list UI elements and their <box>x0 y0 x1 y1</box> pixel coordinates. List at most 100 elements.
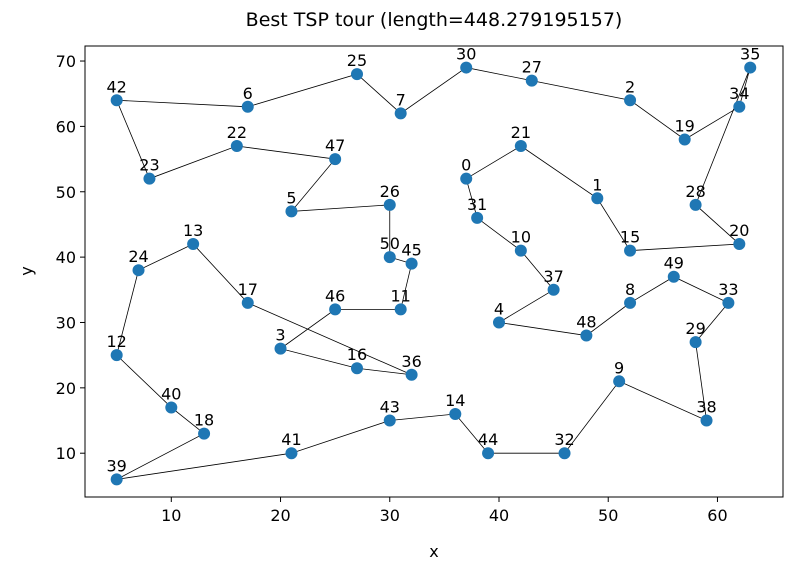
city-point <box>350 362 363 375</box>
city-label: 27 <box>522 58 542 77</box>
city-point <box>591 192 604 205</box>
y-tick-label: 50 <box>56 183 76 202</box>
city-point <box>558 447 571 460</box>
y-axis-label: y <box>17 266 36 275</box>
city-label: 19 <box>675 116 695 135</box>
x-tick-label: 30 <box>380 506 400 525</box>
city-label: 41 <box>281 430 301 449</box>
city-label: 26 <box>380 182 400 201</box>
city-label: 22 <box>227 123 247 142</box>
city-point <box>624 244 637 257</box>
city-label: 21 <box>511 123 531 142</box>
city-label: 5 <box>286 188 296 207</box>
city-point <box>547 283 560 296</box>
city-label: 32 <box>554 430 574 449</box>
y-tick-label: 10 <box>56 444 76 463</box>
city-point <box>460 172 473 185</box>
city-point <box>405 257 418 270</box>
city-point <box>405 368 418 381</box>
city-point <box>449 407 462 420</box>
city-point <box>110 349 123 362</box>
city-point <box>110 94 123 107</box>
city-label: 14 <box>445 391 465 410</box>
city-label: 45 <box>401 241 421 260</box>
city-point <box>580 329 593 342</box>
x-axis-label: x <box>429 542 438 561</box>
city-point <box>733 238 746 251</box>
city-label: 34 <box>729 84 749 103</box>
city-point <box>187 238 200 251</box>
city-point <box>241 100 254 113</box>
city-label: 13 <box>183 221 203 240</box>
city-point <box>329 153 342 166</box>
city-label: 17 <box>238 280 258 299</box>
city-label: 28 <box>685 182 705 201</box>
city-label: 29 <box>685 319 705 338</box>
city-point <box>624 94 637 107</box>
city-label: 43 <box>380 398 400 417</box>
city-point <box>230 140 243 153</box>
city-label: 48 <box>576 313 596 332</box>
city-point <box>689 336 702 349</box>
city-label: 6 <box>243 84 253 103</box>
city-label: 50 <box>380 234 400 253</box>
city-point <box>700 414 713 427</box>
city-label: 3 <box>275 326 285 345</box>
city-point <box>492 316 505 329</box>
city-point <box>394 303 407 316</box>
city-label: 46 <box>325 286 345 305</box>
y-tick-label: 70 <box>56 52 76 71</box>
city-label: 42 <box>106 77 126 96</box>
city-label: 15 <box>620 228 640 247</box>
city-label: 31 <box>467 195 487 214</box>
tour-path <box>116 67 751 480</box>
city-point <box>143 172 156 185</box>
x-tick-label: 40 <box>489 506 509 525</box>
city-point <box>274 342 287 355</box>
city-point <box>722 296 735 309</box>
x-tick-label: 50 <box>598 506 618 525</box>
city-point <box>613 375 626 388</box>
y-tick-label: 30 <box>56 313 76 332</box>
plot-frame <box>84 45 784 498</box>
city-label: 38 <box>696 398 716 417</box>
city-label: 8 <box>625 280 635 299</box>
city-label: 24 <box>128 247 148 266</box>
city-point <box>482 447 495 460</box>
city-label: 0 <box>461 156 471 175</box>
city-point <box>514 244 527 257</box>
city-label: 7 <box>396 90 406 109</box>
city-label: 4 <box>494 299 504 318</box>
city-label: 2 <box>625 77 635 96</box>
city-label: 35 <box>740 45 760 64</box>
city-label: 39 <box>106 456 126 475</box>
city-label: 40 <box>161 384 181 403</box>
city-point <box>383 251 396 264</box>
city-point <box>460 61 473 74</box>
city-point <box>678 133 691 146</box>
city-point <box>383 414 396 427</box>
city-label: 25 <box>347 51 367 70</box>
city-point <box>241 296 254 309</box>
city-point <box>285 447 298 460</box>
city-label: 49 <box>664 254 684 273</box>
city-label: 30 <box>456 45 476 64</box>
city-label: 9 <box>614 358 624 377</box>
city-point <box>285 205 298 218</box>
city-label: 12 <box>106 332 126 351</box>
city-label: 47 <box>325 136 345 155</box>
city-point <box>329 303 342 316</box>
city-label: 16 <box>347 345 367 364</box>
city-label: 11 <box>391 286 411 305</box>
city-point <box>198 427 211 440</box>
y-tick-label: 20 <box>56 379 76 398</box>
city-point <box>383 198 396 211</box>
city-point <box>624 296 637 309</box>
city-point <box>394 107 407 120</box>
y-tick-label: 60 <box>56 117 76 136</box>
city-label: 44 <box>478 430 498 449</box>
city-point <box>667 270 680 283</box>
city-point <box>514 140 527 153</box>
city-point <box>350 68 363 81</box>
